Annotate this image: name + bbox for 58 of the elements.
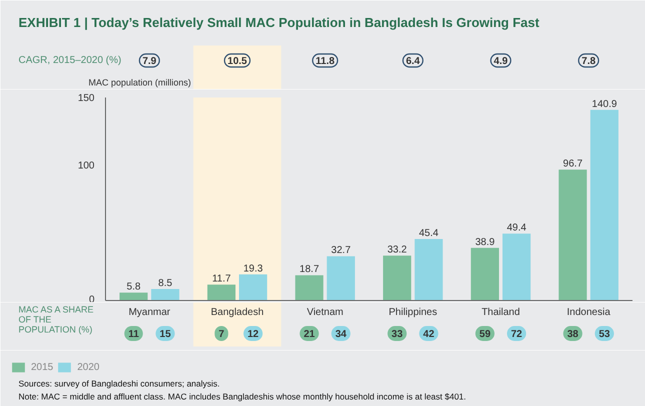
text: 12 xyxy=(248,329,260,340)
legend-label: 2015 xyxy=(31,362,54,372)
text: MAC AS A SHARE OF THE POPULATION (%) xyxy=(18,304,94,334)
text: 72 xyxy=(511,329,523,340)
x-tick-label: Indonesia xyxy=(566,307,611,318)
y-tick-label: 100 xyxy=(78,160,95,172)
text: 4.9 xyxy=(494,56,508,67)
text: 7 xyxy=(218,329,225,340)
bar xyxy=(151,288,180,300)
data-label: 32.7 xyxy=(331,245,352,256)
text: Note: MAC = middle and affluent class. MAC includes Bangladeshis whose monthly household income is at least $401. xyxy=(18,392,466,402)
text: 7.8 xyxy=(582,56,596,67)
bar xyxy=(326,256,355,300)
bar xyxy=(207,284,236,300)
y-tick-label: 150 xyxy=(78,93,95,104)
text: 21 xyxy=(304,329,316,340)
source-note: Sources: survey of Bangladeshi consumers; analysis. xyxy=(18,378,220,388)
bar xyxy=(502,234,531,300)
text: 33 xyxy=(392,329,404,340)
x-tick-label: Thailand xyxy=(482,307,520,318)
bar xyxy=(239,274,268,300)
chart-title: EXHIBIT 1 | Today’s Relatively Small MAC Population in Bangladesh Is Growing Fast xyxy=(18,15,540,30)
data-label: 18.7 xyxy=(300,264,320,276)
legend-label: 2020 xyxy=(77,362,100,372)
y-axis-title: MAC population (millions) xyxy=(88,78,192,88)
bar xyxy=(414,239,443,300)
text: 7.9 xyxy=(142,56,157,67)
data-label: 140.9 xyxy=(592,98,618,110)
text: 11 xyxy=(128,329,140,340)
data-label: 96.7 xyxy=(563,158,583,170)
data-label: 45.4 xyxy=(418,228,439,240)
text: 15 xyxy=(160,329,172,340)
text: 11.8 xyxy=(316,56,335,67)
data-label: 19.3 xyxy=(243,263,264,274)
data-label: 33.2 xyxy=(387,244,408,256)
text: 6.4 xyxy=(406,56,420,67)
data-label: 49.4 xyxy=(506,222,527,234)
text: CAGR, 2015–2020 (%) xyxy=(18,55,122,66)
text: 38 xyxy=(567,329,579,340)
bar xyxy=(470,248,499,300)
text: 42 xyxy=(423,329,435,340)
x-tick-label: Myanmar xyxy=(128,307,171,318)
text: 59 xyxy=(479,329,491,340)
x-tick-label: Bangladesh xyxy=(210,307,264,318)
bar xyxy=(120,292,148,300)
x-tick-label: Vietnam xyxy=(306,307,344,318)
data-label: 38.9 xyxy=(475,236,496,248)
x-tick-label: Philippines xyxy=(388,307,438,318)
data-label: 11.7 xyxy=(212,274,232,285)
bar xyxy=(295,275,324,300)
text: 34 xyxy=(335,329,347,340)
bar xyxy=(383,256,412,300)
text: 53 xyxy=(598,329,610,340)
bar xyxy=(558,170,587,300)
data-label: 8.5 xyxy=(158,278,173,289)
data-label: 5.8 xyxy=(126,282,141,293)
bar xyxy=(590,110,618,300)
text: 10.5 xyxy=(228,56,248,67)
